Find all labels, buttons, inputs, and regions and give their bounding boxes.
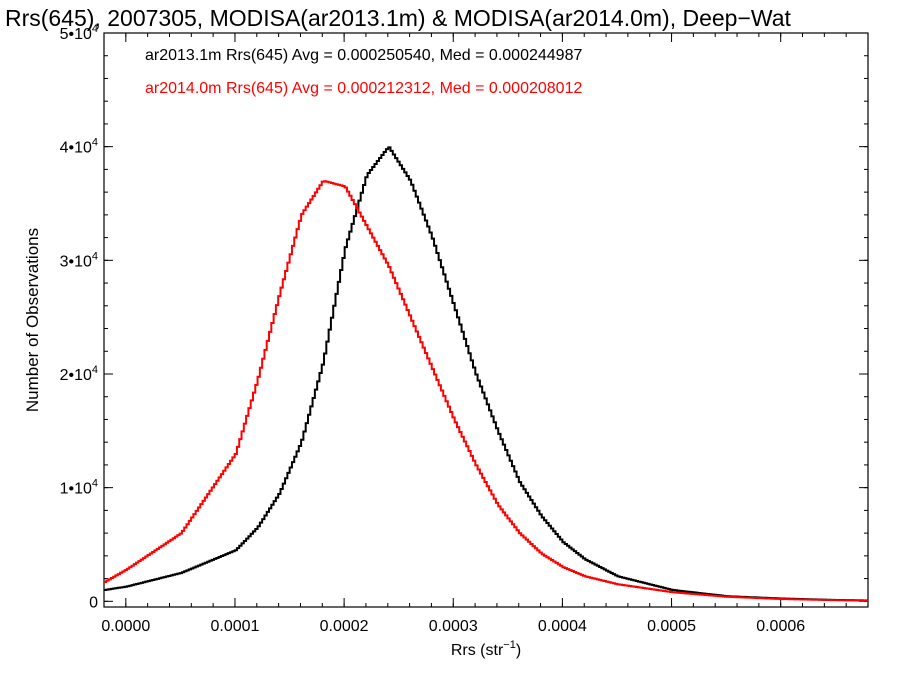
y-tick-label: 2•104 xyxy=(60,364,98,384)
series-lines xyxy=(104,146,869,602)
x-axis-label-end: ) xyxy=(516,642,521,659)
x-tick-label: 0.0002 xyxy=(320,618,369,635)
y-tick-mantissa: 3•10 xyxy=(60,253,92,270)
y-tick-exponent: 4 xyxy=(92,137,98,149)
legend-entry-ar2014: ar2014.0m Rrs(645) Avg = 0.000212312, Me… xyxy=(145,80,582,97)
x-axis-label: Rrs (str−1) xyxy=(451,639,521,659)
y-tick-label: 1•104 xyxy=(60,478,98,498)
x-axis-ticks: 0.0000 0.0001 0.0002 0.0003 0.0004 0.0005 0.00… xyxy=(101,33,869,635)
y-axis-label: Number of Observations xyxy=(23,228,42,412)
y-tick-label: 3•104 xyxy=(60,250,98,270)
chart-title: Rrs(645), 2007305, MODISA(ar2013.1m) & M… xyxy=(5,5,792,31)
legend-entry-ar2013: ar2013.1m Rrs(645) Avg = 0.000250540, Me… xyxy=(145,47,582,64)
x-axis-label-sup: −1 xyxy=(503,639,516,651)
y-tick-exponent: 4 xyxy=(92,478,98,490)
x-tick-label: 0.0006 xyxy=(756,618,805,635)
y-tick-exponent: 4 xyxy=(92,23,98,35)
y-tick-mantissa: 1•10 xyxy=(60,481,92,498)
y-tick-exponent: 4 xyxy=(92,250,98,262)
x-tick-label: 0.0005 xyxy=(647,618,696,635)
y-tick-mantissa: 2•10 xyxy=(60,367,92,384)
x-tick-label: 0.0003 xyxy=(429,618,478,635)
x-tick-label: 0.0000 xyxy=(101,618,150,635)
series-line-ar2013.1m xyxy=(104,146,869,602)
y-tick-mantissa: 5•10 xyxy=(60,26,92,43)
y-tick-label: 4•104 xyxy=(60,137,98,157)
y-tick-mantissa: 0 xyxy=(89,594,98,611)
series-line-ar2014.0m xyxy=(104,180,869,602)
y-tick-mantissa: 4•10 xyxy=(60,140,92,157)
y-tick-exponent: 4 xyxy=(92,364,98,376)
x-tick-label: 0.0001 xyxy=(211,618,260,635)
y-tick-label: 5•104 xyxy=(60,23,98,43)
x-tick-label: 0.0004 xyxy=(538,618,587,635)
plot-frame xyxy=(103,32,869,608)
x-axis-label-text: Rrs (str xyxy=(451,642,504,659)
y-tick-label: 0 xyxy=(89,594,98,611)
